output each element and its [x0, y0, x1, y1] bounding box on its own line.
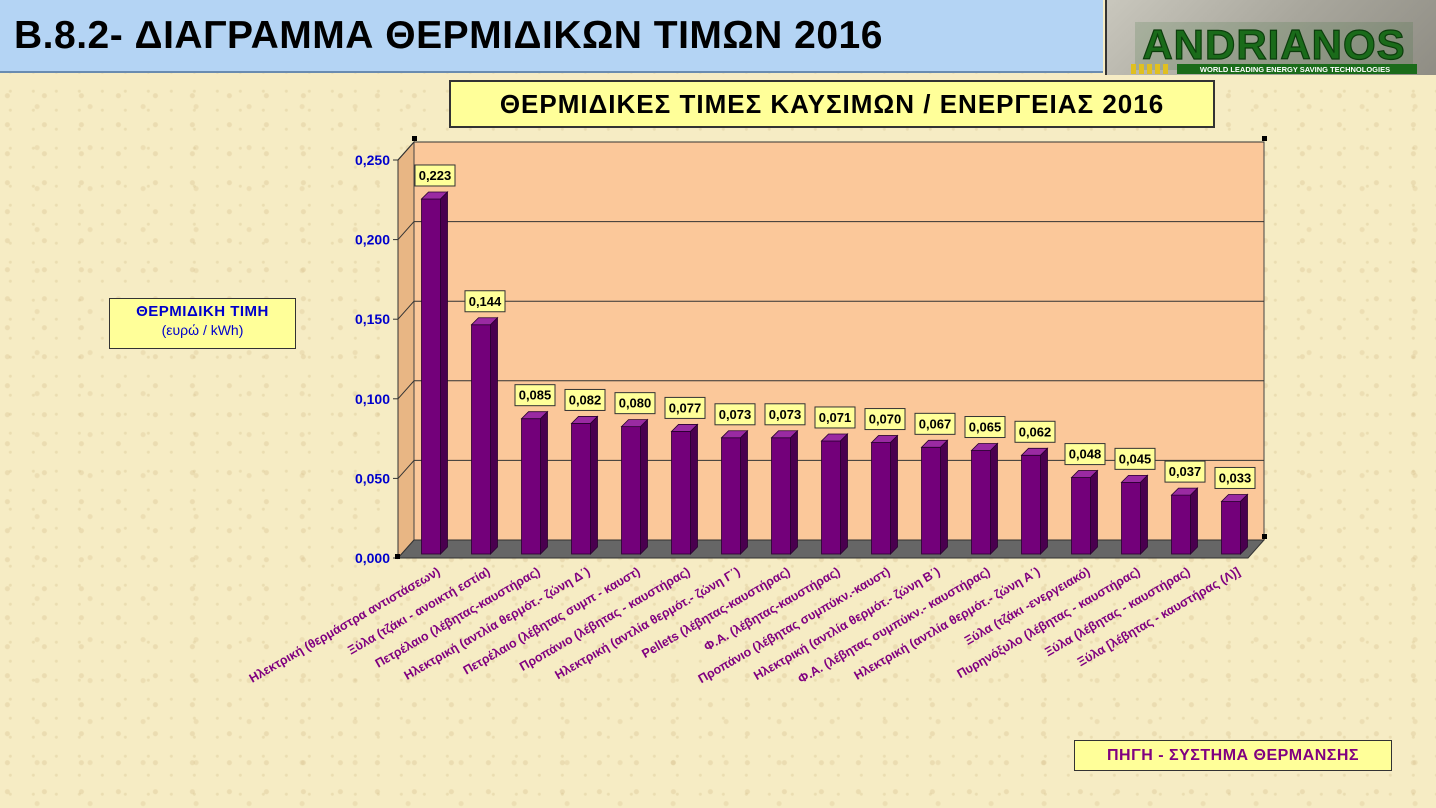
chart-title: ΘΕΡΜΙΔΙΚΕΣ ΤΙΜΕΣ ΚΑΥΣΙΜΩΝ / ΕΝΕΡΓΕΙΑΣ 20…: [449, 80, 1215, 128]
data-label: 0,080: [619, 396, 652, 411]
bar-side: [540, 410, 548, 555]
data-label-box: [414, 164, 456, 187]
header-bar: B.8.2- ΔΙΑΓΡΑΜΜΑ ΘΕΡΜΙΔΙΚΩΝ ΤΙΜΩΝ 2016: [0, 0, 1103, 73]
data-label-box: [1064, 443, 1106, 466]
data-label: 0,082: [569, 392, 602, 407]
y-tick-label: 0,250: [355, 152, 390, 168]
bar: [1171, 494, 1191, 555]
bar: [421, 198, 441, 555]
data-label-box: [914, 412, 956, 435]
data-label-box: [964, 416, 1006, 439]
bar-side: [1140, 474, 1148, 555]
y-tick-label: 0,200: [355, 232, 390, 248]
data-label-box: [714, 403, 756, 426]
bar-side: [1090, 469, 1098, 555]
bar: [521, 418, 541, 555]
data-label-box: [1164, 460, 1206, 483]
data-label-box: [814, 406, 856, 429]
selection-handle: [1262, 534, 1267, 539]
bar: [471, 324, 491, 555]
data-label-box: [764, 403, 806, 426]
data-label-box: [664, 396, 706, 419]
selection-handle: [1262, 136, 1267, 141]
y-tick-label: 0,150: [355, 311, 390, 327]
data-label: 0,033: [1219, 470, 1252, 485]
data-label: 0,073: [719, 407, 752, 422]
y-tick-label: 0,100: [355, 391, 390, 407]
bar: [671, 431, 691, 555]
bar: [721, 437, 741, 555]
y-axis-label: ΘΕΡΜΙΔΙΚΗ ΤΙΜΗ: [136, 303, 269, 320]
data-label-box: [514, 384, 556, 407]
data-label: 0,085: [519, 388, 552, 403]
bar-side: [1040, 447, 1048, 555]
data-label: 0,071: [819, 410, 852, 425]
bar-side: [990, 442, 998, 555]
data-label-box: [1114, 447, 1156, 470]
x-tick-labels: Ηλεκτρική (θερμάστρα αντιστάσεων)Ξύλα (τ…: [247, 564, 1243, 686]
data-label: 0,045: [1119, 451, 1152, 466]
data-label-box: [464, 290, 506, 313]
data-label-box: [564, 388, 606, 411]
y-tick-label: 0,050: [355, 470, 390, 486]
bar: [821, 440, 841, 555]
andrianos-logo-icon: ANDRIANOS WORLD LEADING ENERGY SAVING TE…: [1131, 20, 1417, 74]
bar-side: [590, 415, 598, 555]
data-label-box: [614, 392, 656, 415]
y-axis-label-box: ΘΕΡΜΙΔΙΚΗ ΤΙΜΗ (ευρώ / kWh): [109, 298, 296, 349]
data-label: 0,077: [669, 400, 702, 415]
bar-side: [890, 434, 898, 555]
logo-tagline: WORLD LEADING ENERGY SAVING TECHNOLOGIES: [1200, 65, 1390, 74]
data-label: 0,144: [469, 294, 502, 309]
logo: ANDRIANOS WORLD LEADING ENERGY SAVING TE…: [1105, 0, 1436, 75]
data-label-box: [1214, 466, 1256, 489]
bar: [871, 442, 891, 555]
data-label: 0,070: [869, 412, 902, 427]
page-title: B.8.2- ΔΙΑΓΡΑΜΜΑ ΘΕΡΜΙΔΙΚΩΝ ΤΙΜΩΝ 2016: [14, 13, 883, 57]
selection-handle: [412, 136, 417, 141]
bar-side: [790, 429, 798, 555]
x-axis-label: ΠΗΓΗ - ΣΥΣΤΗΜΑ ΘΕΡΜΑΝΣΗΣ: [1074, 740, 1392, 771]
bar-side: [490, 316, 498, 555]
data-label: 0,037: [1169, 464, 1202, 479]
bar: [1071, 477, 1091, 555]
plot-side-wall: [397, 140, 415, 560]
bar-side: [640, 418, 648, 555]
bar: [621, 426, 641, 555]
data-label-box: [864, 408, 906, 431]
gridline-side: [397, 460, 415, 479]
bar: [1121, 481, 1141, 555]
gridline-side: [397, 300, 415, 320]
bar-side: [1240, 493, 1248, 555]
bar-side: [740, 429, 748, 555]
bar-side: [1190, 487, 1198, 555]
data-label: 0,067: [919, 416, 952, 431]
bar: [1021, 454, 1041, 555]
y-axis-unit: (ευρώ / kWh): [161, 322, 244, 338]
bar: [921, 446, 941, 555]
gridline-side: [397, 380, 415, 400]
bar-side: [690, 423, 698, 555]
data-label: 0,062: [1019, 424, 1052, 439]
bar: [571, 423, 591, 555]
data-label: 0,065: [969, 420, 1002, 435]
bar-side: [940, 439, 948, 555]
data-label: 0,223: [419, 168, 452, 183]
bar: [1221, 501, 1241, 555]
bar: [771, 437, 791, 555]
bar: [971, 450, 991, 555]
data-label: 0,048: [1069, 447, 1102, 462]
bar-series: [420, 191, 1249, 555]
bar-side: [440, 191, 448, 555]
y-tick-label: 0,000: [355, 550, 390, 566]
logo-wordmark: ANDRIANOS: [1142, 21, 1405, 68]
bar-side: [840, 433, 848, 555]
gridline-side: [397, 221, 415, 240]
data-label-box: [1014, 420, 1056, 443]
data-label: 0,073: [769, 407, 802, 422]
data-labels: 0,223 0,144 0,085 0,082 0,080 0,077 0,073 0,073…: [414, 164, 1256, 489]
selection-handle: [395, 554, 400, 559]
gridline-side: [397, 141, 415, 161]
